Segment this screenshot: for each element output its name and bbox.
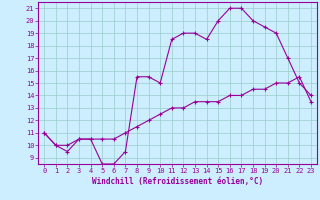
X-axis label: Windchill (Refroidissement éolien,°C): Windchill (Refroidissement éolien,°C) [92, 177, 263, 186]
